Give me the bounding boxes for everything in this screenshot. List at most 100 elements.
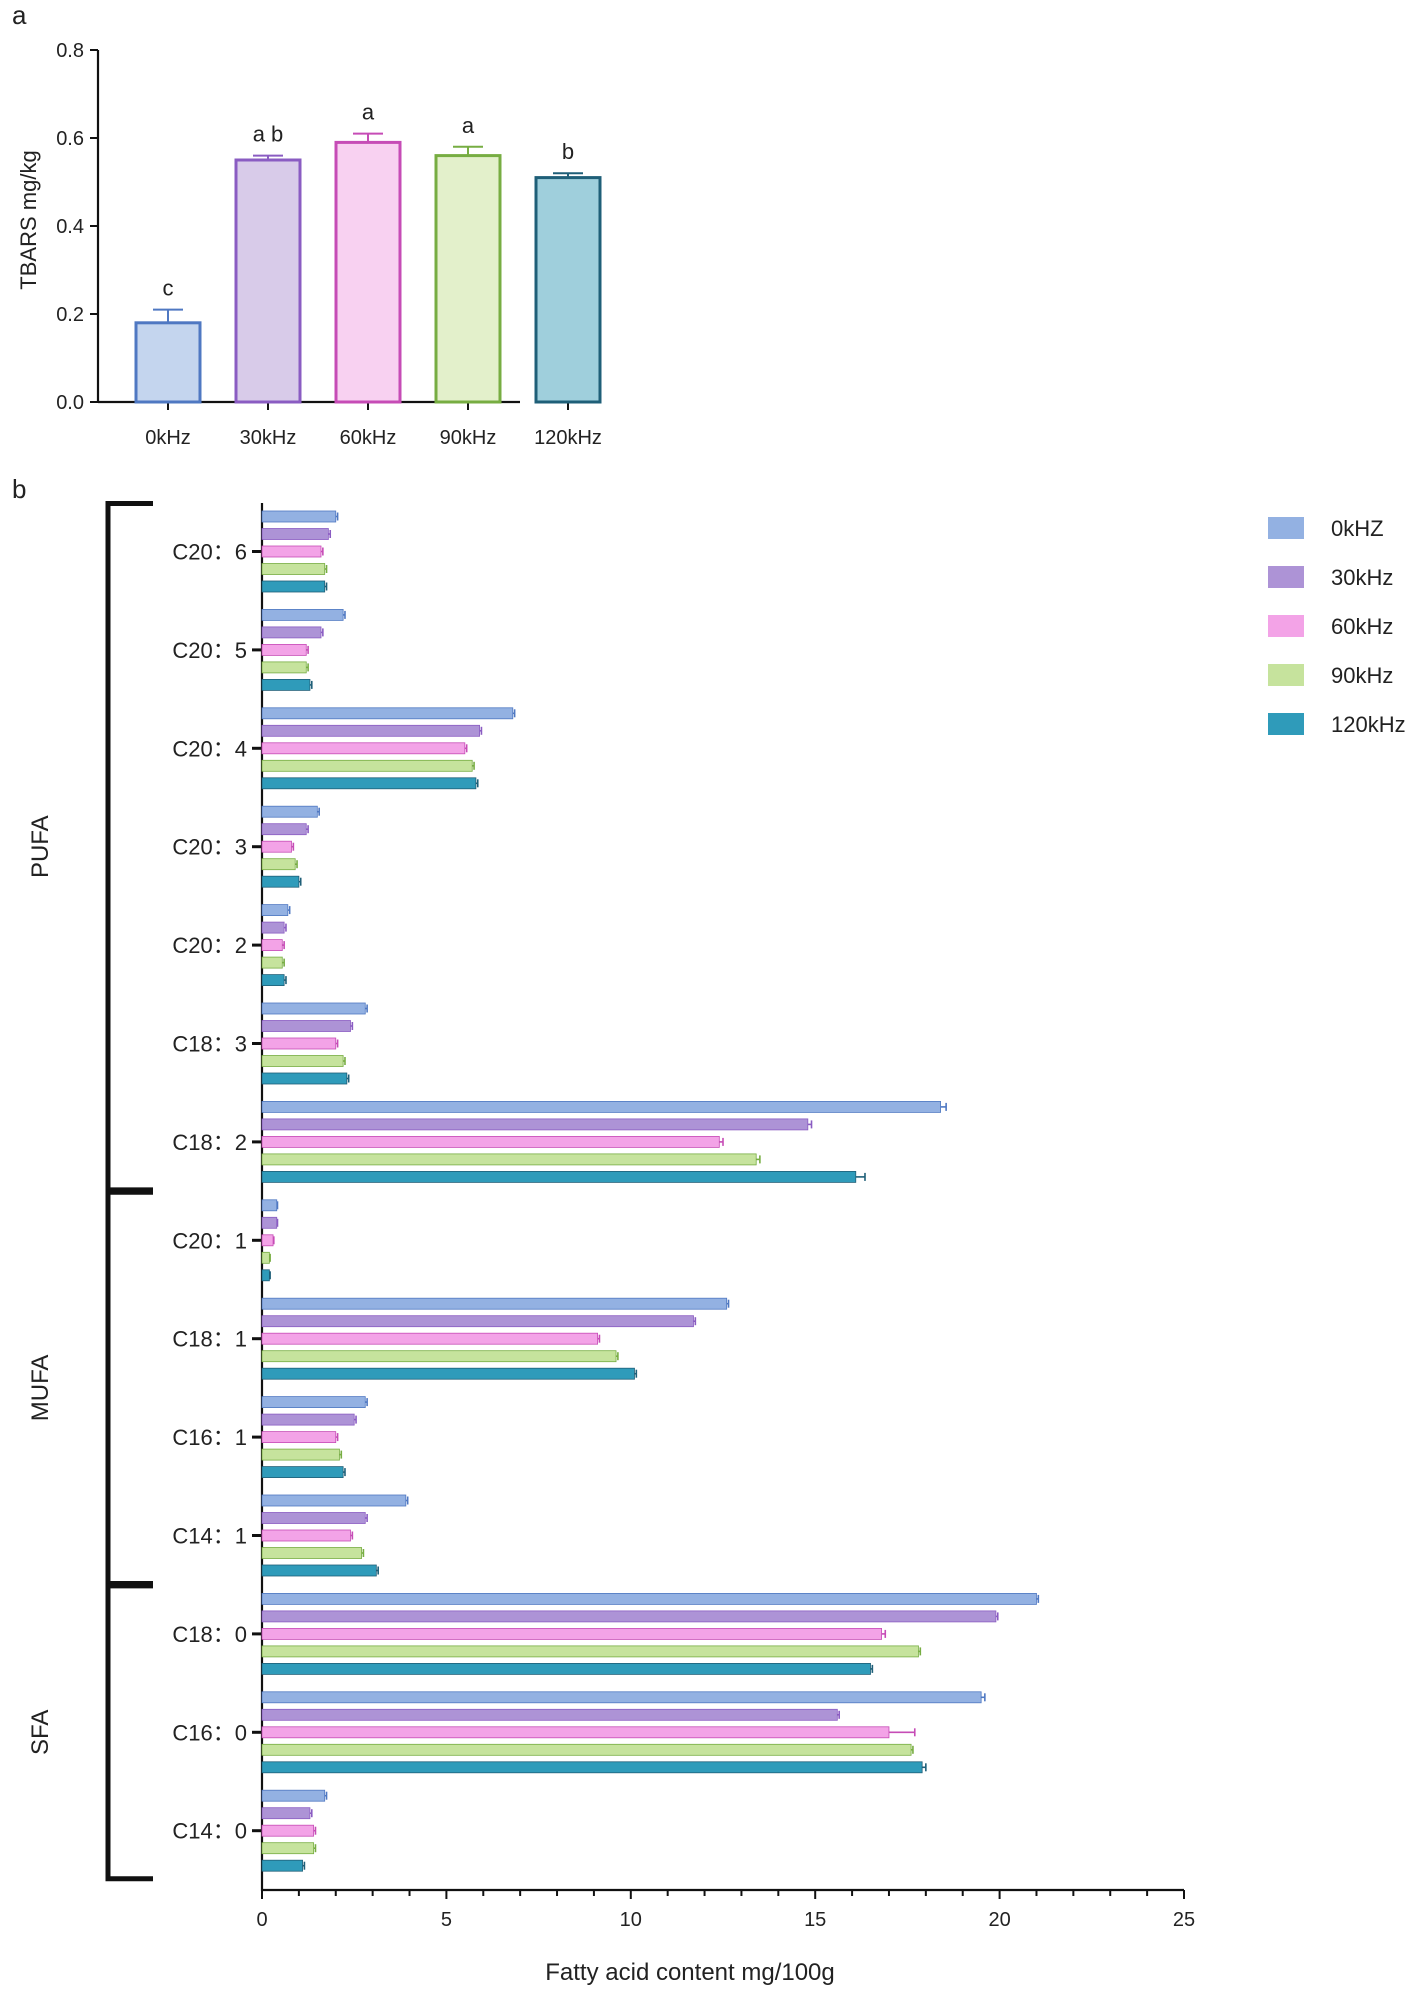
fatty-acid-bar [261,1593,1037,1605]
tbars-significance-letter: a [362,100,375,125]
group-bracket [105,1189,153,1586]
legend-swatch [1268,615,1304,637]
legend-swatch [1268,664,1304,686]
fatty-acid-bar [261,1610,997,1623]
tbars-chart: TBARS mg/kg 0.0 0.2 0.4 0.6 0.8 c 0kHz a b 30kHz… [16,40,602,449]
fatty-acid-x-tick-label: 15 [804,1909,826,1931]
fatty-acid-bar [261,759,473,772]
tbars-significance-letter: b [562,139,574,164]
fatty-acid-bar [261,1448,340,1461]
fatty-acid-bar [261,939,283,951]
tbars-bar [434,154,502,404]
legend-swatch [1268,517,1304,539]
fatty-acid-bar [261,1020,351,1032]
fatty-acid-bar [261,1494,407,1507]
fatty-acid-bar [261,1037,337,1050]
fatty-acid-bar [261,875,300,888]
tbars-y-tick-label: 0.6 [56,128,84,150]
fatty-acid-bar [261,1859,303,1872]
fatty-acid-bar [261,805,318,818]
fatty-acid-category-label: C20：6 [172,540,247,565]
fatty-acid-bar [261,1413,355,1426]
tbars-x-tick-label: 0kHz [145,427,191,449]
fatty-acid-chart: Fatty acid content mg/100g 0 5 10 15 20 25 C20… [27,501,1195,1986]
fatty-acid-bar [261,1691,982,1704]
tbars-x-tick-label: 90kHz [440,427,497,449]
fatty-acid-bar [261,563,326,575]
fatty-acid-x-tick-label: 10 [620,1909,642,1931]
fatty-acid-bar [261,956,283,969]
fatty-acid-bar [261,580,326,593]
fatty-acid-bar [261,974,285,986]
fatty-acid-bar [261,626,322,639]
fatty-acid-bar [261,545,322,558]
fatty-acid-bar [261,777,477,790]
legend-swatch [1268,566,1304,588]
tbars-significance-letter: a [462,113,475,138]
tbars-y-axis-label: TBARS mg/kg [16,150,41,289]
fatty-acid-bar [261,1824,315,1837]
fatty-acid-bar [261,1726,890,1739]
tbars-y-tick-label: 0.0 [56,392,84,414]
tbars-x-tick-label: 30kHz [240,427,297,449]
fatty-acid-bar [261,1199,278,1212]
fatty-acid-bar [261,1171,857,1183]
fatty-acid-bar [261,707,514,720]
fatty-acid-bar [261,1055,344,1067]
fatty-acid-bar [261,921,285,934]
fatty-acid-bar [261,1101,941,1113]
fatty-acid-bar [261,1251,270,1264]
fatty-acid-category-label: C14：0 [172,1819,247,1844]
fatty-acid-bar [261,1628,882,1640]
legend-swatch [1268,713,1304,735]
legend-label: 60kHz [1331,614,1393,639]
fatty-acid-x-axis-label: Fatty acid content mg/100g [545,1959,835,1986]
tbars-y-tick-label: 0.2 [56,304,84,326]
fatty-acid-bar [261,823,307,836]
tbars-significance-letter: c [163,276,174,301]
legend-label: 0kHZ [1331,516,1384,541]
fatty-acid-bar [261,840,292,853]
tbars-bar [534,176,602,404]
legend-label: 30kHz [1331,565,1393,590]
fatty-acid-bar [261,1332,599,1345]
fatty-acid-category-label: C18：1 [172,1327,247,1352]
fatty-acid-bar [261,1842,315,1855]
fatty-acid-bar [261,1396,366,1408]
fatty-acid-category-label: C20：1 [172,1228,247,1253]
tbars-bar [234,158,302,404]
panel-a-label: a [12,0,27,30]
fatty-acid-x-tick-label: 0 [256,1909,267,1931]
fatty-acid-bar [261,528,329,540]
fatty-acid-bar [261,1350,617,1363]
fatty-acid-bar [261,609,344,621]
fatty-acid-category-label: C18：3 [172,1032,247,1057]
fatty-acid-bar [261,1708,838,1721]
group-bracket [105,1583,153,1882]
fatty-acid-bar [261,1297,728,1310]
fatty-acid-bar [261,1466,344,1478]
fatty-acid-category-label: C16：0 [172,1720,247,1745]
fatty-acid-category-label: C20：5 [172,638,247,663]
tbars-bar [334,140,402,404]
fatty-acid-bar [261,1269,270,1282]
fatty-acid-bar [261,1789,326,1802]
fatty-acid-category-label: C20：2 [172,933,247,958]
panel-b-label: b [12,474,26,504]
fatty-acid-bar [261,1663,871,1675]
fatty-acid-bar [261,1315,694,1328]
tbars-y-tick-label: 0.8 [56,40,84,62]
tbars-y-tick-label: 0.4 [56,216,84,238]
fatty-acid-bar [261,1153,757,1166]
fatty-acid-x-tick-label: 5 [441,1909,452,1931]
fatty-acid-bar [261,858,296,871]
fatty-acid-bar [261,1529,351,1542]
fatty-acid-bar [261,724,480,737]
fatty-acid-bar [261,1072,348,1085]
fatty-acid-bar [261,1645,919,1658]
fatty-acid-x-tick-label: 20 [988,1909,1010,1931]
fatty-acid-category-label: C18：0 [172,1622,247,1647]
fatty-acid-bar [261,1216,278,1229]
fatty-acid-bar [261,904,289,916]
